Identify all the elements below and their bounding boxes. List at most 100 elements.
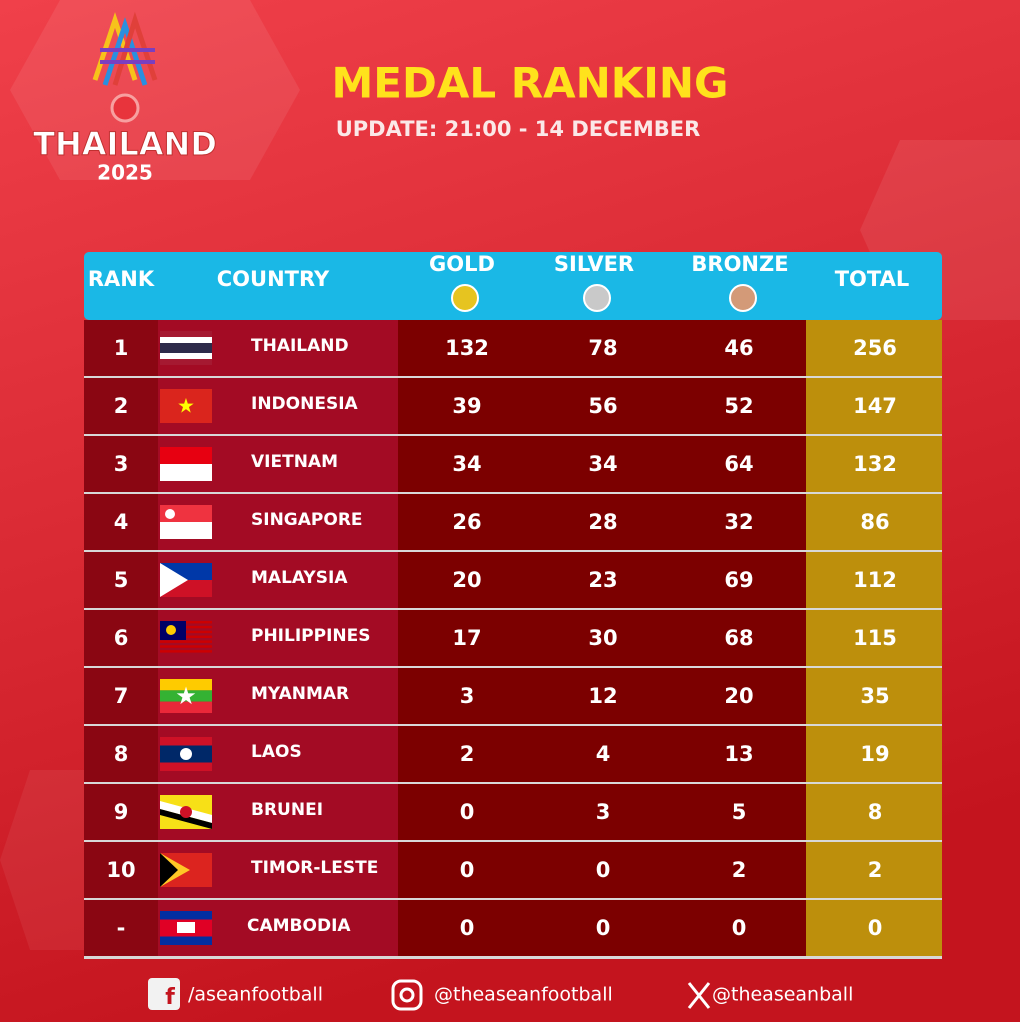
flag-part xyxy=(160,640,212,643)
rank: - xyxy=(117,916,126,940)
column-header: BRONZE xyxy=(691,252,788,276)
flag xyxy=(160,621,212,653)
bronze: 20 xyxy=(724,684,753,708)
medal-cells xyxy=(398,552,806,610)
silver: 0 xyxy=(596,858,611,882)
country-name: MALAYSIA xyxy=(251,568,348,588)
country-name: BRUNEI xyxy=(251,800,323,820)
flag-part xyxy=(160,701,212,713)
bronze: 2 xyxy=(732,858,747,882)
instagram-icon xyxy=(391,979,423,1011)
flag-part xyxy=(160,690,212,702)
row-separator xyxy=(84,782,942,785)
rank-cell xyxy=(84,726,158,784)
total-cell xyxy=(806,726,942,784)
silver: 78 xyxy=(588,336,617,360)
flag-part xyxy=(180,806,192,818)
flag: ★ xyxy=(160,679,212,713)
medal-cells xyxy=(398,320,806,378)
rank-cell xyxy=(84,900,158,958)
flag xyxy=(160,563,212,597)
flag: ★ xyxy=(160,389,212,423)
flag-part xyxy=(160,337,212,343)
flag-star: ★ xyxy=(175,682,197,710)
silver: 4 xyxy=(596,742,611,766)
total: 147 xyxy=(853,394,897,418)
x-handle: @theaseanball xyxy=(712,984,853,1006)
rank-cell xyxy=(84,552,158,610)
logo-name: THAILAND xyxy=(33,125,217,163)
total: 35 xyxy=(860,684,889,708)
column-header: TOTAL xyxy=(835,267,910,291)
flag-star: ★ xyxy=(177,394,195,418)
medal-icon xyxy=(583,284,611,312)
medal-icon xyxy=(729,284,757,312)
total-cell xyxy=(806,668,942,726)
gold: 26 xyxy=(452,510,481,534)
country-name: TIMOR-LESTE xyxy=(251,858,378,878)
row-separator xyxy=(84,724,942,727)
column-header: SILVER xyxy=(554,252,634,276)
row-separator xyxy=(84,434,942,437)
rank: 6 xyxy=(114,626,129,650)
rank-cell xyxy=(84,784,158,842)
facebook-glyph: f xyxy=(165,985,175,1010)
rank: 7 xyxy=(114,684,129,708)
rank: 2 xyxy=(114,394,129,418)
bronze: 69 xyxy=(724,568,753,592)
silver: 30 xyxy=(588,626,617,650)
medal-cells xyxy=(398,494,806,552)
rank-cell xyxy=(84,842,158,900)
footer: f /aseanfootball @theaseanfootball @thea… xyxy=(148,978,853,1011)
total: 256 xyxy=(853,336,897,360)
rank: 1 xyxy=(114,336,129,360)
country-name: LAOS xyxy=(251,742,302,762)
rank-cell xyxy=(84,320,158,378)
total: 115 xyxy=(853,626,897,650)
row-separator xyxy=(84,376,942,379)
flag xyxy=(160,911,212,945)
total: 0 xyxy=(868,916,883,940)
column-header: RANK xyxy=(88,267,155,291)
total-cell xyxy=(806,900,942,958)
total-cell xyxy=(806,378,942,436)
silver: 23 xyxy=(588,568,617,592)
medal-cells xyxy=(398,726,806,784)
gold: 17 xyxy=(452,626,481,650)
medal-cells xyxy=(398,436,806,494)
table-header xyxy=(84,252,942,320)
medal-icon xyxy=(451,284,479,312)
gold: 2 xyxy=(460,742,475,766)
total: 132 xyxy=(853,452,897,476)
row-separator xyxy=(84,550,942,553)
medal-cells xyxy=(398,610,806,668)
gold: 0 xyxy=(460,916,475,940)
total: 86 xyxy=(860,510,889,534)
flag-part xyxy=(160,464,212,481)
facebook-handle: /aseanfootball xyxy=(188,984,323,1006)
flag xyxy=(160,447,212,481)
subtitle: UPDATE: 21:00 - 14 DECEMBER xyxy=(336,117,701,141)
rank: 3 xyxy=(114,452,129,476)
silver: 56 xyxy=(588,394,617,418)
total: 8 xyxy=(868,800,883,824)
gold: 0 xyxy=(460,858,475,882)
rank: 9 xyxy=(114,800,129,824)
total: 2 xyxy=(868,858,883,882)
total: 112 xyxy=(853,568,897,592)
rank: 8 xyxy=(114,742,129,766)
column-header: GOLD xyxy=(429,252,495,276)
country-name: CAMBODIA xyxy=(247,916,351,936)
rank: 10 xyxy=(106,858,135,882)
bronze: 64 xyxy=(724,452,753,476)
flag-part xyxy=(160,353,212,359)
rank-cell xyxy=(84,668,158,726)
flag xyxy=(160,737,212,771)
gold: 3 xyxy=(460,684,475,708)
row-separator xyxy=(84,492,942,495)
total-cell xyxy=(806,320,942,378)
total-cell xyxy=(806,842,942,900)
total-cell xyxy=(806,494,942,552)
